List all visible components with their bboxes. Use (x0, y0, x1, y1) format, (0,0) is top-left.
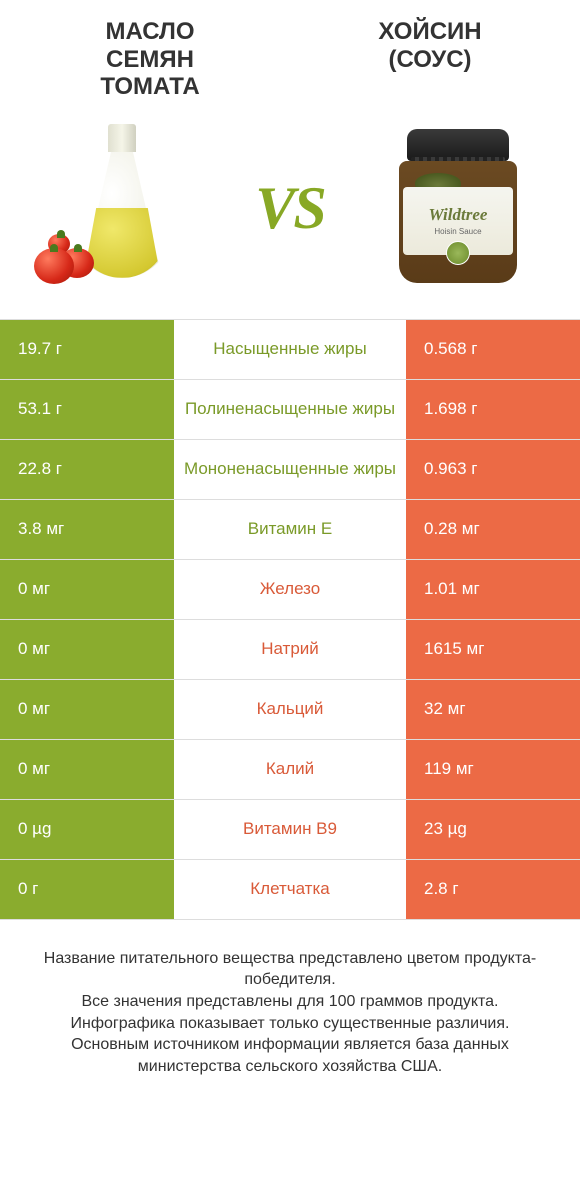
nutrient-label: Клетчатка (174, 860, 406, 919)
table-row: 53.1 гПолиненасыщенные жиры1.698 г (0, 380, 580, 440)
product-left-image (22, 119, 222, 299)
value-left: 19.7 г (0, 320, 174, 379)
value-left: 0 µg (0, 800, 174, 859)
title-line: (СОУС) (304, 46, 556, 74)
title-line: ТОМАТА (24, 73, 276, 101)
nutrient-label: Натрий (174, 620, 406, 679)
table-row: 0 µgВитамин B923 µg (0, 800, 580, 860)
nutrient-label: Витамин E (174, 500, 406, 559)
value-left: 0 мг (0, 740, 174, 799)
images-row: VS Wildtree Hoisin Sauce (0, 109, 580, 319)
value-left: 0 мг (0, 620, 174, 679)
value-right: 0.568 г (406, 320, 580, 379)
title-line: ХОЙСИН (304, 18, 556, 46)
value-right: 1.698 г (406, 380, 580, 439)
table-row: 0 мгКальций32 мг (0, 680, 580, 740)
value-left: 53.1 г (0, 380, 174, 439)
footer-notes: Название питательного вещества представл… (0, 920, 580, 1088)
nutrient-label: Мононенасыщенные жиры (174, 440, 406, 499)
table-row: 19.7 гНасыщенные жиры0.568 г (0, 320, 580, 380)
value-right: 1615 мг (406, 620, 580, 679)
footer-line: Инфографика показывает только существенн… (24, 1013, 556, 1035)
nutrient-label: Кальций (174, 680, 406, 739)
value-right: 119 мг (406, 740, 580, 799)
table-row: 3.8 мгВитамин E0.28 мг (0, 500, 580, 560)
title-line: СЕМЯН (24, 46, 276, 74)
header: МАСЛО СЕМЯН ТОМАТА ХОЙСИН (СОУС) (0, 0, 580, 109)
comparison-table: 19.7 гНасыщенные жиры0.568 г53.1 гПолине… (0, 319, 580, 920)
value-right: 0.28 мг (406, 500, 580, 559)
footer-line: Основным источником информации является … (24, 1034, 556, 1077)
value-left: 0 г (0, 860, 174, 919)
jar-sub: Hoisin Sauce (434, 227, 481, 236)
footer-line: Все значения представлены для 100 граммо… (24, 991, 556, 1013)
value-right: 1.01 мг (406, 560, 580, 619)
table-row: 0 мгКалий119 мг (0, 740, 580, 800)
product-right-image: Wildtree Hoisin Sauce (358, 119, 558, 299)
nutrient-label: Калий (174, 740, 406, 799)
table-row: 0 гКлетчатка2.8 г (0, 860, 580, 920)
value-right: 32 мг (406, 680, 580, 739)
value-right: 2.8 г (406, 860, 580, 919)
vs-label: VS (255, 174, 324, 243)
table-row: 22.8 гМононенасыщенные жиры0.963 г (0, 440, 580, 500)
value-right: 23 µg (406, 800, 580, 859)
value-left: 0 мг (0, 680, 174, 739)
nutrient-label: Витамин B9 (174, 800, 406, 859)
value-left: 0 мг (0, 560, 174, 619)
nutrient-label: Насыщенные жиры (174, 320, 406, 379)
table-row: 0 мгНатрий1615 мг (0, 620, 580, 680)
table-row: 0 мгЖелезо1.01 мг (0, 560, 580, 620)
nutrient-label: Полиненасыщенные жиры (174, 380, 406, 439)
title-line: МАСЛО (24, 18, 276, 46)
product-left-title: МАСЛО СЕМЯН ТОМАТА (24, 18, 276, 101)
nutrient-label: Железо (174, 560, 406, 619)
value-left: 22.8 г (0, 440, 174, 499)
value-right: 0.963 г (406, 440, 580, 499)
jar-brand: Wildtree (429, 205, 488, 225)
footer-line: Название питательного вещества представл… (24, 948, 556, 991)
product-right-title: ХОЙСИН (СОУС) (304, 18, 556, 101)
value-left: 3.8 мг (0, 500, 174, 559)
